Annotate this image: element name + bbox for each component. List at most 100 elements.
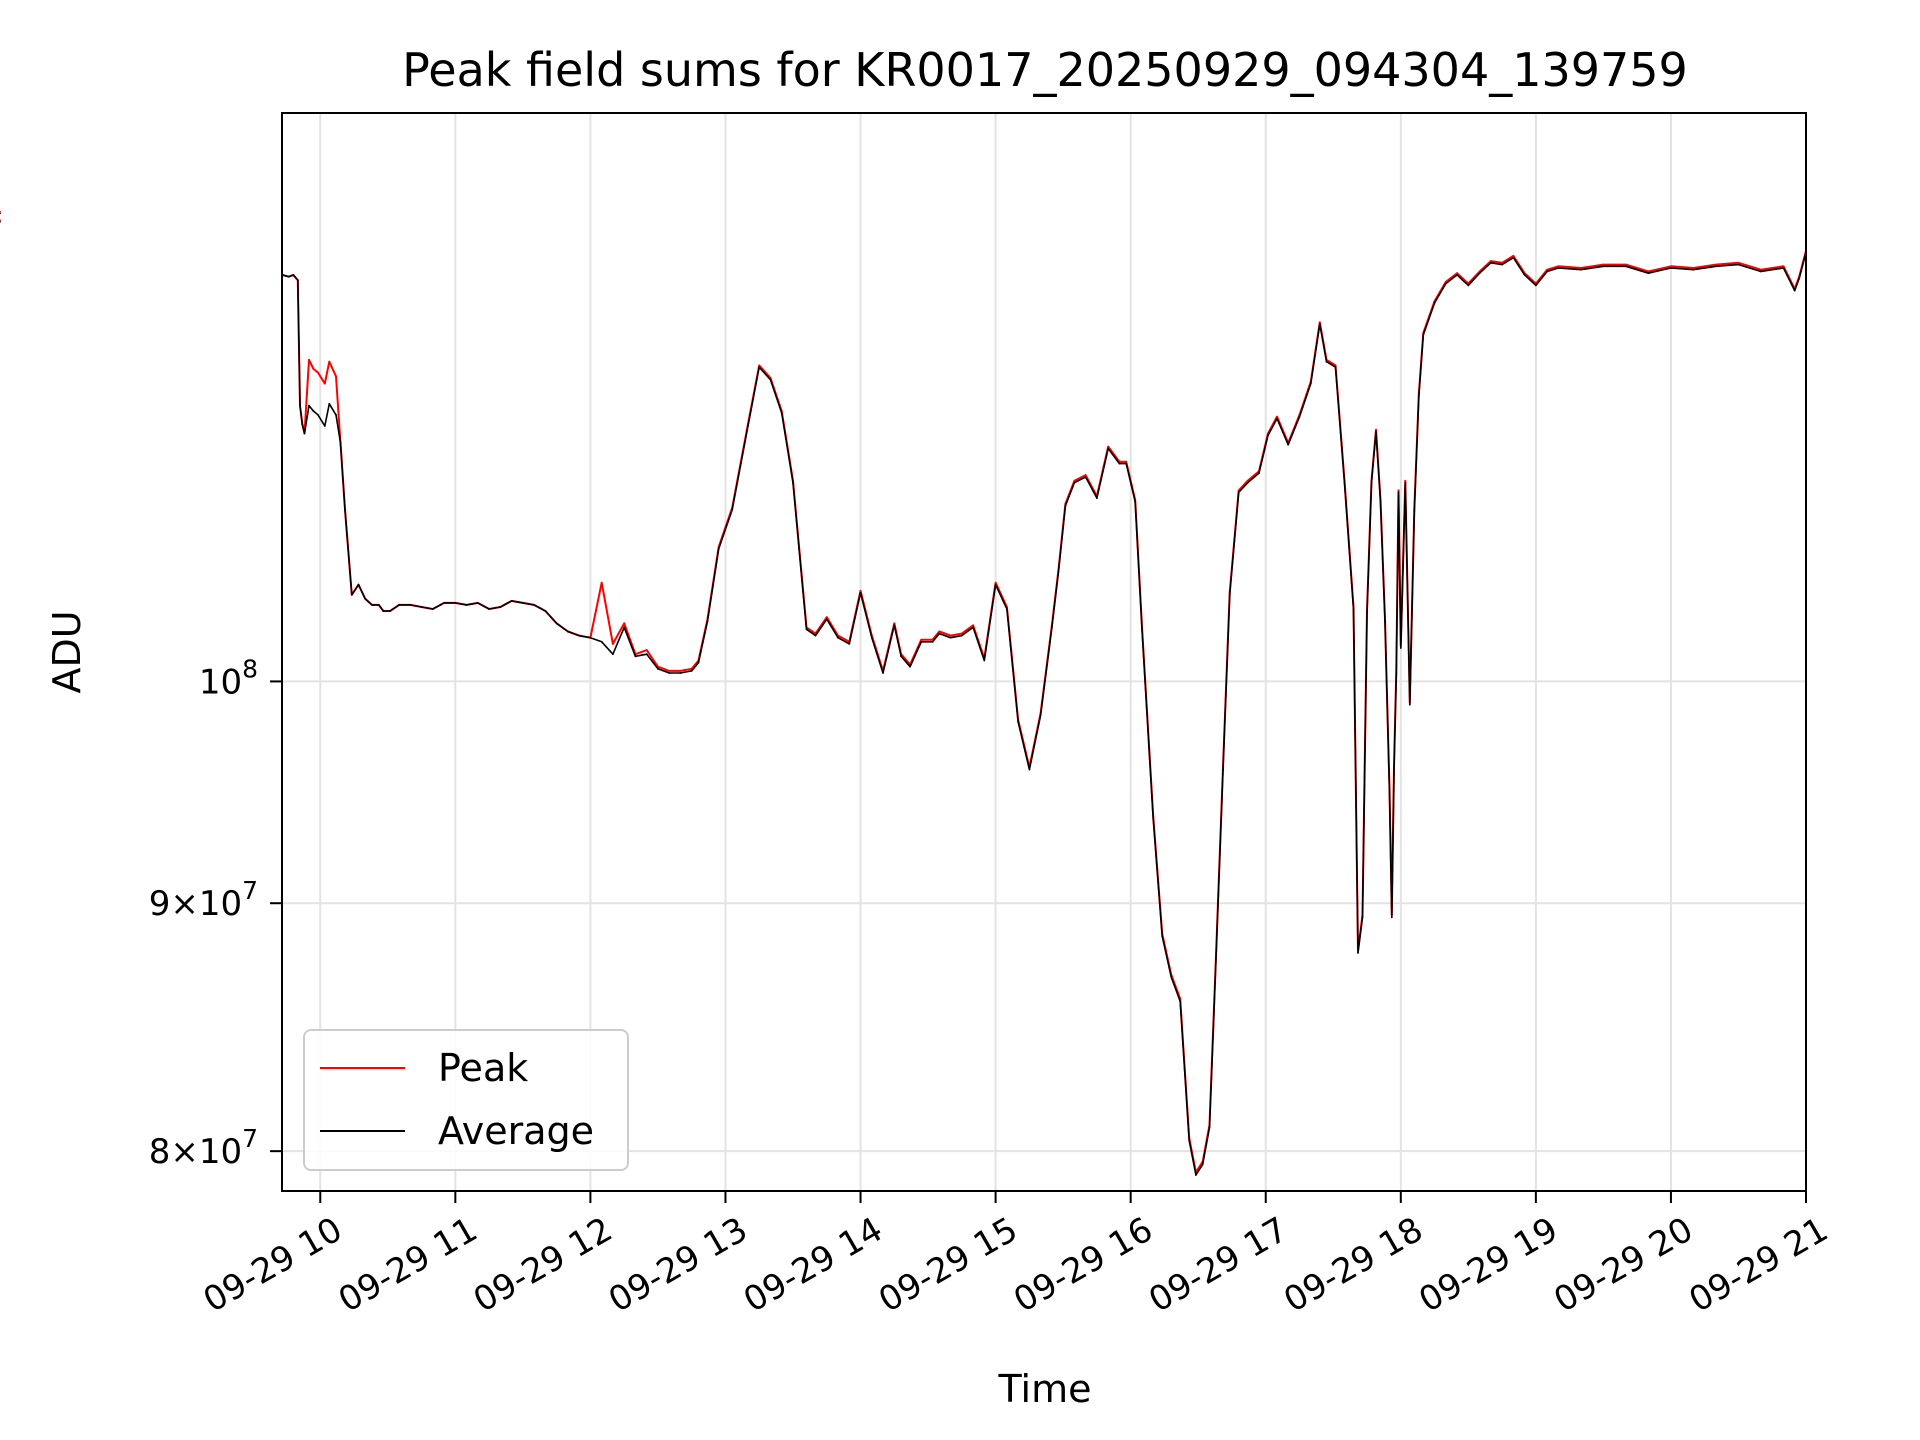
data-point [1692,268,1695,271]
data-point [758,364,761,367]
data-point [900,655,902,658]
data-point [1388,790,1391,793]
data-point [335,414,337,416]
data-point [465,604,468,606]
data-point [1334,364,1337,367]
data-point [303,432,306,435]
data-point [1580,267,1582,269]
data-point [1125,462,1128,465]
data-point [949,634,952,637]
plot-frame [281,112,1807,1192]
data-point [1760,270,1762,273]
data-point [1512,255,1515,257]
data-point [328,360,331,363]
data-point [1557,267,1560,269]
data-point [623,626,626,629]
y-axis-label: ADU [45,610,89,693]
data-point [1084,474,1087,476]
data-point [1602,263,1605,266]
data-point [1188,1139,1191,1142]
data-point [488,608,490,610]
data-point [1422,333,1425,336]
data-point [697,661,700,664]
data-point [328,402,331,405]
data-point [1246,481,1249,484]
data-point [1375,430,1377,433]
data-point [1318,323,1321,325]
data-point [1325,360,1328,363]
data-point [1737,263,1740,266]
data-point [758,366,761,369]
data-point [717,548,720,550]
data-point [1134,501,1137,503]
data-point [443,602,445,604]
y-tick-label: 8×107 [149,1124,258,1172]
data-point [1028,768,1031,771]
data-point [1107,447,1110,450]
data-point [1237,491,1240,494]
data-point [510,600,513,602]
data-point [1478,272,1481,275]
data-point [1357,952,1359,954]
data-point [1580,268,1582,271]
data-point [350,593,353,596]
data-point [1760,268,1762,271]
data-point [1771,267,1774,269]
data-point [1404,479,1407,482]
data-point [1246,479,1249,482]
data-point [1366,612,1368,614]
data-point [555,622,558,625]
data-point [1084,476,1087,478]
data-point [1546,270,1548,273]
data-point [589,636,592,639]
data-point [499,606,502,608]
data-point [323,425,326,427]
data-point [600,581,603,584]
data-point [420,606,423,608]
data-point [1737,261,1740,264]
data-point [938,630,941,633]
data-point [1222,768,1224,771]
data-point [1433,302,1436,304]
series-group [0,210,1807,1176]
data-point [1456,274,1458,276]
data-point [893,622,896,625]
data-point [1208,1126,1211,1129]
data-point [1287,443,1290,446]
data-point [859,591,862,594]
data-point [1715,263,1717,266]
data-point [544,610,547,612]
data-point [825,616,828,619]
data-point [1625,263,1627,266]
data-point [1782,265,1785,268]
data-point [1408,703,1411,706]
data-point [389,610,391,612]
data-point [1057,569,1060,572]
y-tick-label: 108 [199,654,258,702]
data-point [848,643,851,645]
data-point [292,274,295,276]
data-point [1267,434,1269,437]
data-point [335,375,337,378]
data-point [949,636,952,639]
data-point [706,620,709,623]
data-point [814,634,817,637]
data-point [1489,261,1492,264]
data-point [1118,462,1121,465]
data-point [382,610,385,612]
data-point [938,632,941,635]
data-point [1417,395,1420,398]
data-point [645,649,648,651]
data-point [1670,267,1672,269]
data-point [1395,672,1398,674]
data-point [825,618,828,621]
data-point [1375,428,1377,431]
data-point [308,359,310,361]
data-point [1546,268,1548,271]
data-point [1039,714,1042,717]
legend-label-average: Average [438,1109,594,1153]
data-point [1384,620,1386,623]
data-point [920,638,923,641]
data-point [1647,272,1650,275]
x-axis-label: Time [998,1367,1092,1411]
